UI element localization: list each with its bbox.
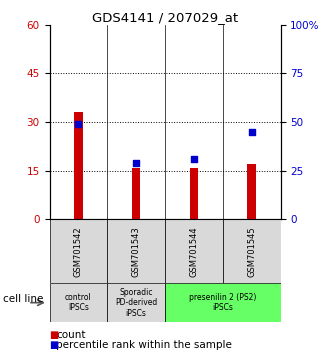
Text: ■: ■ <box>50 330 59 339</box>
Bar <box>189 167 198 219</box>
Point <box>133 160 139 166</box>
Text: Sporadic
PD-derived
iPSCs: Sporadic PD-derived iPSCs <box>115 288 157 318</box>
Text: GSM701543: GSM701543 <box>132 226 141 277</box>
Text: cell line: cell line <box>3 294 44 304</box>
Text: ■: ■ <box>50 340 59 350</box>
Bar <box>223 219 280 283</box>
Bar <box>107 283 165 322</box>
Bar <box>107 219 165 283</box>
Text: percentile rank within the sample: percentile rank within the sample <box>56 340 232 350</box>
Text: GSM701542: GSM701542 <box>74 226 83 277</box>
Bar <box>165 283 280 322</box>
Bar <box>247 164 256 219</box>
Bar <box>165 219 223 283</box>
Text: GSM701544: GSM701544 <box>189 226 198 277</box>
Bar <box>74 113 83 219</box>
Bar <box>50 283 107 322</box>
Text: count: count <box>56 330 85 339</box>
Text: GSM701545: GSM701545 <box>247 226 256 277</box>
Text: control
IPSCs: control IPSCs <box>65 293 92 312</box>
Text: presenilin 2 (PS2)
iPSCs: presenilin 2 (PS2) iPSCs <box>189 293 256 312</box>
Point <box>76 121 81 127</box>
Bar <box>132 167 141 219</box>
Point <box>249 129 254 135</box>
Bar <box>50 219 107 283</box>
Point <box>191 156 197 162</box>
Title: GDS4141 / 207029_at: GDS4141 / 207029_at <box>92 11 238 24</box>
